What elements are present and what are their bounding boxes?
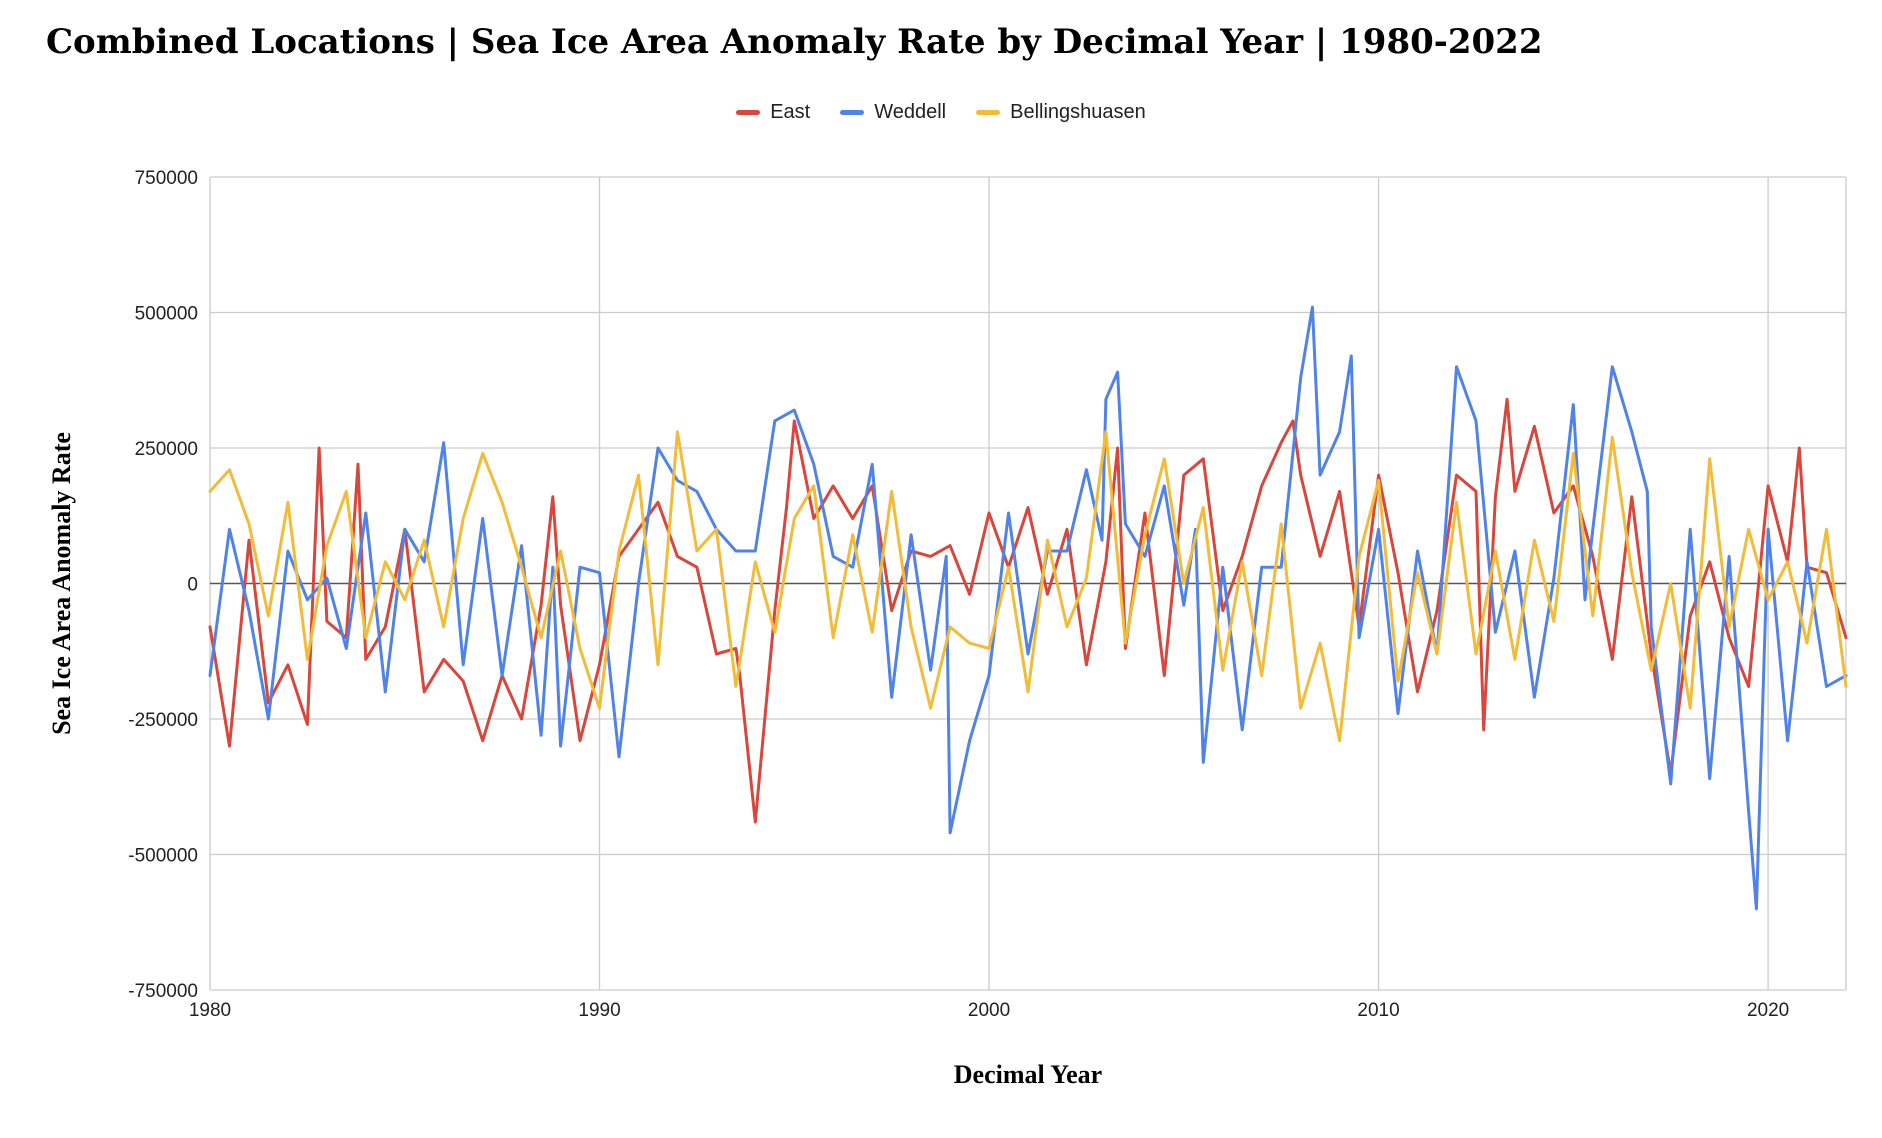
legend-item-weddell[interactable]: Weddell xyxy=(840,101,946,124)
y-tick-label: 500000 xyxy=(135,304,198,325)
series-line-bellingshuasen xyxy=(208,430,1848,743)
y-axis-title: Sea Ice Area Anomaly Rate xyxy=(47,432,76,735)
y-tick-labels: 750000 500000 250000 0 -250000 -500000 -750000 xyxy=(128,168,198,1002)
x-tick-label: 1990 xyxy=(578,1000,620,1021)
legend-label-bellingshuasen: Bellingshuasen xyxy=(1010,101,1146,123)
legend-swatch-bellingshuasen xyxy=(976,110,1001,115)
series-lines xyxy=(208,305,1848,911)
chart-title: Combined Locations | Sea Ice Area Anomal… xyxy=(46,22,1543,62)
series-line-weddell xyxy=(208,305,1848,911)
y-tick-label: -750000 xyxy=(128,981,198,1002)
y-tick-label: 250000 xyxy=(135,439,198,460)
legend-label-east: East xyxy=(770,101,811,123)
x-tick-label: 2000 xyxy=(968,1000,1010,1021)
x-axis-title: Decimal Year xyxy=(954,1060,1102,1089)
legend: East Weddell Bellingshuasen xyxy=(0,101,1882,124)
y-tick-label: 750000 xyxy=(135,168,198,189)
x-tick-label: 1980 xyxy=(189,1000,231,1021)
x-tick-label: 2010 xyxy=(1357,1000,1399,1021)
series-line-east xyxy=(208,397,1848,824)
legend-item-bellingshuasen[interactable]: Bellingshuasen xyxy=(976,101,1146,124)
legend-swatch-weddell xyxy=(840,110,865,115)
legend-item-east[interactable]: East xyxy=(736,101,810,124)
y-tick-label: -500000 xyxy=(128,846,198,867)
x-tick-labels: 1980 1990 2000 2010 2020 xyxy=(189,1000,1789,1021)
legend-swatch-east xyxy=(736,110,761,115)
y-tick-label: -250000 xyxy=(128,710,198,731)
legend-label-weddell: Weddell xyxy=(874,101,947,123)
y-tick-label: 0 xyxy=(187,575,198,596)
x-tick-label: 2020 xyxy=(1747,1000,1789,1021)
